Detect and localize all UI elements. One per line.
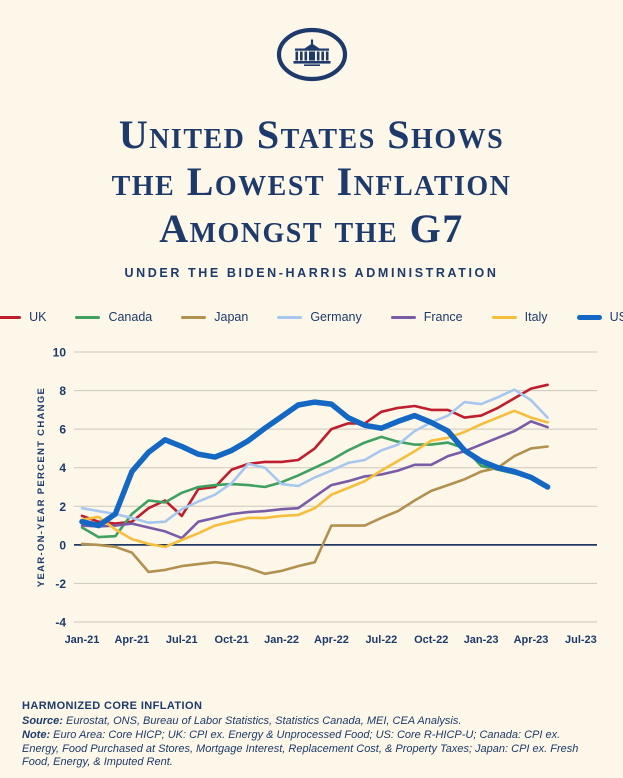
legend-item-uk: UK bbox=[0, 310, 46, 324]
x-tick-label-Jan-21: Jan-21 bbox=[65, 634, 100, 646]
legend-item-japan: Japan bbox=[181, 310, 248, 324]
white-house-building-icon bbox=[293, 39, 330, 66]
legend-item-us: US bbox=[576, 310, 623, 324]
x-tick-label-Oct-21: Oct-21 bbox=[215, 634, 249, 646]
series-line-uk bbox=[80, 383, 549, 525]
legend-label-france: France bbox=[423, 310, 463, 324]
legend-swatch-canada bbox=[75, 315, 101, 319]
legend-swatch-france bbox=[390, 315, 416, 319]
title-line-2: the Lowest Inflation bbox=[111, 159, 512, 204]
y-tick-label-6: 6 bbox=[59, 423, 66, 437]
footer-note-label: Note: bbox=[22, 729, 51, 741]
legend-swatch-germany bbox=[277, 315, 303, 319]
legend-item-germany: Germany bbox=[277, 310, 362, 324]
page-title: United States Shows the Lowest Inflation… bbox=[0, 111, 623, 252]
series-line-canada bbox=[80, 435, 533, 539]
title-line-3: Amongst the G7 bbox=[159, 206, 464, 251]
x-tick-label-Apr-22: Apr-22 bbox=[314, 634, 349, 646]
legend-item-canada: Canada bbox=[75, 310, 152, 324]
footer: HARMONIZED CORE INFLATION Source: Eurost… bbox=[22, 700, 599, 770]
x-tick-label-Oct-22: Oct-22 bbox=[414, 634, 448, 646]
series-line-italy bbox=[80, 409, 549, 549]
footer-source-label: Source: bbox=[22, 714, 63, 727]
y-tick-label--2: -2 bbox=[55, 577, 66, 591]
x-tick-label-Jul-21: Jul-21 bbox=[166, 634, 198, 646]
title-line-1: United States Shows bbox=[118, 112, 505, 157]
x-tick-label-Apr-23: Apr-23 bbox=[514, 634, 549, 646]
footer-source: Source: Eurostat, ONS, Bureau of Labor S… bbox=[22, 715, 599, 729]
x-tick-label-Jul-23: Jul-23 bbox=[565, 634, 597, 646]
legend-label-germany: Germany bbox=[310, 310, 362, 324]
legend-label-japan: Japan bbox=[214, 310, 249, 324]
y-tick-label-0: 0 bbox=[59, 538, 66, 552]
footer-source-text: Eurostat, ONS, Bureau of Labor Statistic… bbox=[66, 714, 462, 727]
inflation-chart: 10 8 6 4 2 0 -2 -4 Jan-21 Apr-21 Jul-21 Oct-21 Jan-2… bbox=[36, 346, 597, 646]
legend-label-italy: Italy bbox=[524, 310, 548, 324]
series-line-germany bbox=[80, 388, 549, 524]
y-tick-label-10: 10 bbox=[53, 346, 67, 360]
footer-note: Note: Euro Area: Core HICP; UK: CPI ex. … bbox=[22, 729, 599, 770]
legend-swatch-japan bbox=[181, 315, 207, 319]
x-tick-label-Jan-22: Jan-22 bbox=[264, 634, 299, 646]
white-house-logo bbox=[276, 27, 347, 82]
legend-swatch-us bbox=[576, 314, 602, 320]
chart-legend: UK Canada Japan Germany France Italy US bbox=[0, 310, 623, 324]
footer-note-text: Euro Area: Core HICP; UK: CPI ex. Energy… bbox=[22, 729, 579, 768]
chart-container: 10 8 6 4 2 0 -2 -4 Jan-21 Apr-21 Jul-21 Oct-21 Jan-2… bbox=[0, 330, 623, 665]
series-line-japan bbox=[80, 445, 549, 576]
series-line-france bbox=[80, 420, 549, 540]
x-tick-label-Jan-23: Jan-23 bbox=[464, 634, 499, 646]
x-tick-label-Jul-22: Jul-22 bbox=[365, 634, 397, 646]
legend-swatch-italy bbox=[491, 315, 517, 319]
series-line-us bbox=[79, 399, 551, 529]
logo-container bbox=[0, 0, 623, 83]
legend-item-italy: Italy bbox=[491, 310, 548, 324]
y-tick-label-2: 2 bbox=[59, 500, 66, 514]
y-tick-label--4: -4 bbox=[55, 616, 66, 630]
y-tick-label-4: 4 bbox=[59, 461, 66, 475]
legend-label-us: US bbox=[609, 310, 623, 324]
page-subtitle: UNDER THE BIDEN-HARRIS ADMINISTRATION bbox=[124, 266, 499, 280]
legend-item-france: France bbox=[390, 310, 463, 324]
legend-label-canada: Canada bbox=[108, 310, 153, 324]
footer-heading: HARMONIZED CORE INFLATION bbox=[22, 700, 203, 712]
legend-swatch-uk bbox=[0, 315, 22, 319]
x-tick-label-Apr-21: Apr-21 bbox=[114, 634, 149, 646]
legend-label-uk: UK bbox=[29, 310, 47, 324]
y-tick-label-8: 8 bbox=[59, 384, 66, 398]
y-axis-title: YEAR-ON-YEAR PERCENT CHANGE bbox=[36, 387, 47, 587]
